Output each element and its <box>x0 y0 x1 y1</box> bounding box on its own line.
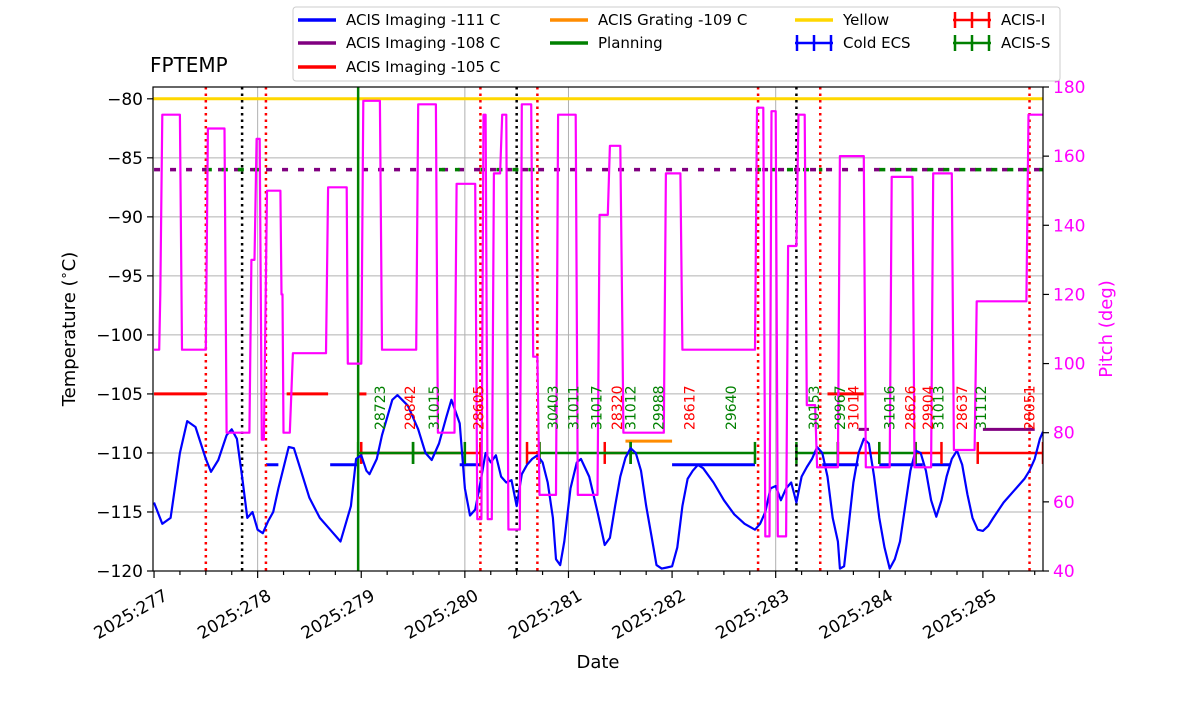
obsid-label: 31015 <box>427 385 443 430</box>
y-tick-label: −110 <box>96 444 143 464</box>
legend-label: Planning <box>598 34 663 52</box>
obsid-label: 29842 <box>403 385 419 430</box>
y-tick-label: −120 <box>96 562 143 582</box>
obsid-labels: 28723 29842 31015 28605 30403 31011 31017 28320… <box>373 385 1039 430</box>
obsid-label: 30153 <box>807 385 823 430</box>
y-axis-label-degree: ∘ <box>57 271 72 279</box>
x-tick-label: 2025:277 <box>91 586 172 644</box>
legend-label: ACIS Imaging -111 C <box>346 11 500 29</box>
x-tick-label: 2025:281 <box>505 586 586 644</box>
axes: −80 −85 −90 −95 −100 −105 −110 −115 −120 40 60 80 10… <box>91 78 1086 644</box>
legend-label: ACIS-I <box>1001 11 1045 29</box>
obsid-label: 31017 <box>589 385 605 430</box>
y-tick-label: −100 <box>96 326 143 346</box>
chart-title: FPTEMP <box>150 53 228 77</box>
obsid-label: 31011 <box>567 385 583 430</box>
series-lines <box>153 99 1043 570</box>
y-tick-label: −105 <box>96 385 143 405</box>
y2-tick-label: 60 <box>1053 493 1075 513</box>
obsid-label: 31112 <box>974 385 990 430</box>
y-axis-label: Temperature (∘C) <box>57 252 80 408</box>
obsid-label: 28723 <box>373 385 389 430</box>
y-axis-label-text: Temperature ( <box>59 279 80 407</box>
obsid-label: 29988 <box>652 385 668 430</box>
x-tick-label: 2025:278 <box>194 586 275 644</box>
obsid-label: 28051 <box>1023 385 1039 430</box>
y2-tick-label: 160 <box>1053 147 1085 167</box>
y-tick-label: −95 <box>107 267 143 287</box>
obsid-label: 29967 <box>833 385 849 430</box>
y2-tick-label: 140 <box>1053 216 1085 236</box>
level-bars <box>153 97 1043 467</box>
legend-label: Cold ECS <box>843 34 911 52</box>
x-tick-label: 2025:280 <box>402 586 483 644</box>
y2-tick-label: 180 <box>1053 78 1085 98</box>
x-tick-label: 2025:282 <box>609 586 690 644</box>
legend-label: ACIS Imaging -105 C <box>346 58 500 76</box>
obsid-label: 31016 <box>883 385 899 430</box>
x-tick-label: 2025:285 <box>920 586 1001 644</box>
legend-label: ACIS Grating -109 C <box>598 11 747 29</box>
obsid-label: 29904 <box>921 385 937 430</box>
y-tick-label: −80 <box>107 90 143 110</box>
y-tick-label: −85 <box>107 149 143 169</box>
legend-label: ACIS-S <box>1001 34 1050 52</box>
y2-tick-label: 120 <box>1053 285 1085 305</box>
x-axis-label: Date <box>576 652 619 673</box>
y2-tick-label: 80 <box>1053 424 1075 444</box>
y-axis-label-tail: C) <box>59 252 80 272</box>
fptemp-series-line <box>153 394 1043 570</box>
pitch-series-line <box>154 99 1043 538</box>
legend: ACIS Imaging -111 C ACIS Imaging -108 C AC… <box>292 6 1061 82</box>
legend-label: Yellow <box>842 11 889 29</box>
obsid-label: 28320 <box>610 385 626 430</box>
obsid-label: 30403 <box>546 385 562 430</box>
obsid-label: 28637 <box>955 385 971 430</box>
obsid-label: 28626 <box>903 385 919 430</box>
y-tick-label: −90 <box>107 208 143 228</box>
obsid-label: 31014 <box>846 385 862 430</box>
vertical-markers <box>204 87 1031 571</box>
obsid-label: 28605 <box>471 385 487 430</box>
y2-axis-label: Pitch (deg) <box>1096 280 1117 378</box>
y2-tick-label: 100 <box>1053 355 1085 375</box>
obsid-label: 28617 <box>683 385 699 430</box>
obsid-label: 29640 <box>724 385 740 430</box>
x-tick-label: 2025:284 <box>816 586 897 644</box>
y2-tick-label: 40 <box>1053 562 1075 582</box>
y-tick-label: −115 <box>96 503 143 523</box>
legend-box <box>292 6 1061 82</box>
x-tick-label: 2025:283 <box>712 586 793 644</box>
obsid-label: 31013 <box>931 385 947 430</box>
obsid-label: 31012 <box>624 385 640 430</box>
plot-frame <box>152 86 1044 572</box>
legend-label: ACIS Imaging -108 C <box>346 34 500 52</box>
x-tick-label: 2025:279 <box>298 586 379 644</box>
